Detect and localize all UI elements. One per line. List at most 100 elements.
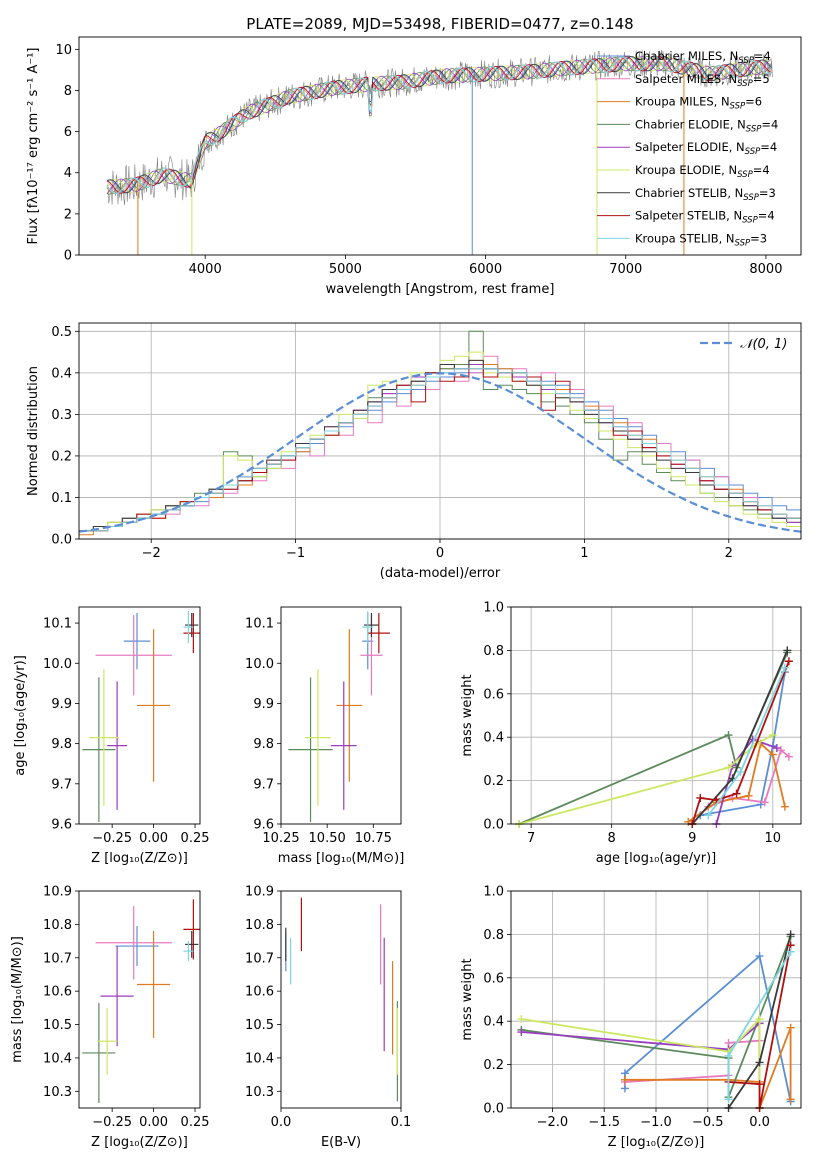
legend-entry-tail: =5 bbox=[753, 72, 770, 86]
weight-series bbox=[704, 663, 789, 820]
errorbar-point bbox=[330, 681, 357, 810]
y-tick-label: 10.3 bbox=[245, 1085, 274, 1100]
x-axis-label: Z [log₁₀(Z/Z⊙)] bbox=[91, 851, 188, 866]
weight-marker bbox=[776, 746, 785, 755]
y-tick-label: 2 bbox=[64, 207, 72, 222]
model-spectrum-line bbox=[106, 56, 772, 194]
weight-line bbox=[700, 671, 786, 817]
legend-entry-main: Kroupa STELIB, N bbox=[635, 231, 735, 245]
legend-entry-sub: SSP bbox=[730, 102, 746, 112]
x-tick-label: −0.5 bbox=[692, 1115, 724, 1130]
weight-marker bbox=[696, 793, 705, 802]
y-axis-label: mass [log₁₀(M/M⊙)] bbox=[10, 936, 25, 1063]
weight-marker bbox=[783, 646, 792, 655]
y-tick-label: 8 bbox=[64, 84, 72, 99]
x-tick-label: 0 bbox=[436, 546, 444, 561]
y-tick-label: 10.0 bbox=[43, 657, 72, 672]
legend-entry: Chabrier STELIB, NSSP=3 bbox=[635, 186, 776, 203]
weight-marker bbox=[755, 1080, 764, 1089]
y-tick-label: 10.5 bbox=[43, 1018, 72, 1033]
y-tick-label: 0 bbox=[64, 249, 72, 264]
legend-entry: Salpeter STELIB, NSSP=4 bbox=[635, 209, 775, 226]
mass-weight-vs-metallicity-panel: −2.0 −1.5 −1.0 −0.5 0.0 0.0 0.2 0.4 0.6 0.8 1.0 Z [… bbox=[460, 885, 802, 1150]
y-tick-label: 10.1 bbox=[245, 617, 274, 632]
legend-entry: Kroupa ELODIE, NSSP=4 bbox=[635, 163, 770, 180]
weight-marker bbox=[768, 750, 777, 759]
weight-marker bbox=[780, 802, 789, 811]
legend-entry-tail: =3 bbox=[750, 231, 767, 245]
y-tick-label: 9.6 bbox=[253, 818, 274, 833]
errorbar-point bbox=[183, 941, 194, 962]
weight-marker bbox=[736, 767, 745, 776]
legend-entry-sub: SSP bbox=[738, 56, 754, 66]
y-tick-label: 0.2 bbox=[483, 1058, 504, 1073]
weight-marker bbox=[724, 1051, 733, 1060]
x-tick-label: 0.00 bbox=[139, 1115, 168, 1130]
x-tick-label: 0.25 bbox=[181, 1115, 210, 1130]
legend-entry-main: Chabrier ELODIE, N bbox=[635, 117, 746, 131]
weight-marker bbox=[517, 1028, 526, 1037]
weight-marker bbox=[772, 744, 781, 753]
weight-marker bbox=[760, 798, 769, 807]
errorbar-point bbox=[183, 611, 194, 644]
weight-marker bbox=[732, 789, 741, 798]
x-tick-label: 6000 bbox=[469, 262, 502, 277]
y-tick-label: 0.6 bbox=[483, 971, 504, 986]
axes-frame bbox=[78, 36, 802, 256]
legend-entry-main: Salpeter ELODIE, N bbox=[635, 140, 745, 154]
age-vs-mass-panel: 10.25 10.50 10.75 9.6 9.7 9.8 9.9 10.0 10.1 mass … bbox=[245, 606, 405, 866]
x-tick-label: 0.1 bbox=[391, 1115, 412, 1130]
legend-entry: Chabrier MILES, NSSP=4 bbox=[635, 49, 771, 66]
legend-entry: Chabrier ELODIE, NSSP=4 bbox=[635, 117, 778, 134]
errorbar-point bbox=[97, 1007, 118, 1075]
axes-frame bbox=[280, 890, 402, 1109]
residual-histogram-panel: −2 −1 0 1 2 0.0 0.1 0.2 0.3 0.4 0.5 (data-model)/er… bbox=[26, 322, 802, 581]
x-tick-label: 0.0 bbox=[271, 1115, 292, 1130]
axes-frame bbox=[78, 606, 201, 825]
y-tick-label: 9.8 bbox=[51, 737, 72, 752]
y-tick-label: 0.8 bbox=[483, 928, 504, 943]
y-tick-label: 6 bbox=[64, 125, 72, 140]
y-tick-label: 0.4 bbox=[51, 366, 72, 381]
errorbars bbox=[82, 611, 200, 822]
y-tick-label: 0.0 bbox=[51, 533, 72, 548]
errorbar-point bbox=[137, 931, 171, 1038]
legend-entry-tail: =6 bbox=[745, 95, 762, 109]
errorbar-point bbox=[362, 611, 374, 644]
x-tick-label: 8 bbox=[608, 831, 616, 846]
y-tick-label: 10.6 bbox=[43, 985, 72, 1000]
x-tick-label: −0.25 bbox=[92, 1115, 132, 1130]
weight-marker bbox=[724, 1095, 733, 1104]
x-tick-label: −2.0 bbox=[537, 1115, 569, 1130]
legend-entry-main: Kroupa ELODIE, N bbox=[635, 163, 737, 177]
y-tick-label: 0.1 bbox=[51, 491, 72, 506]
weight-marker bbox=[620, 1075, 629, 1084]
x-tick-label: 0.00 bbox=[139, 831, 168, 846]
legend-entry: Kroupa MILES, NSSP=6 bbox=[635, 95, 762, 112]
errorbar-point bbox=[336, 629, 363, 782]
weight-line bbox=[521, 1016, 761, 1108]
x-axis-label: E(B-V) bbox=[321, 1135, 361, 1150]
weight-marker bbox=[755, 1058, 764, 1067]
legend-entry-tail: =4 bbox=[754, 49, 771, 63]
x-tick-label: −1.5 bbox=[588, 1115, 620, 1130]
legend-entry-tail: =3 bbox=[759, 186, 776, 200]
errorbars bbox=[285, 897, 398, 1102]
axes-frame bbox=[510, 890, 802, 1109]
legend-entry-main: Salpeter MILES, N bbox=[635, 72, 737, 86]
x-axis-label: mass [log₁₀(M/M⊙)] bbox=[278, 851, 405, 866]
y-tick-label: 10.7 bbox=[245, 951, 274, 966]
y-tick-label: 10.4 bbox=[245, 1051, 274, 1066]
errorbar-point bbox=[100, 946, 134, 1047]
legend-entry-tail: =4 bbox=[758, 209, 775, 223]
axes-frame bbox=[78, 890, 201, 1109]
x-tick-label: −1.0 bbox=[640, 1115, 672, 1130]
weight-marker bbox=[784, 657, 793, 666]
legend-entry: 𝒩(0, 1) bbox=[740, 337, 787, 352]
x-tick-label: 0.0 bbox=[749, 1115, 770, 1130]
weight-series bbox=[724, 947, 795, 1104]
weight-marker bbox=[786, 930, 795, 939]
axes-frame bbox=[280, 606, 402, 825]
x-axis-label: Z [log₁₀(Z/Z⊙)] bbox=[608, 1135, 705, 1150]
